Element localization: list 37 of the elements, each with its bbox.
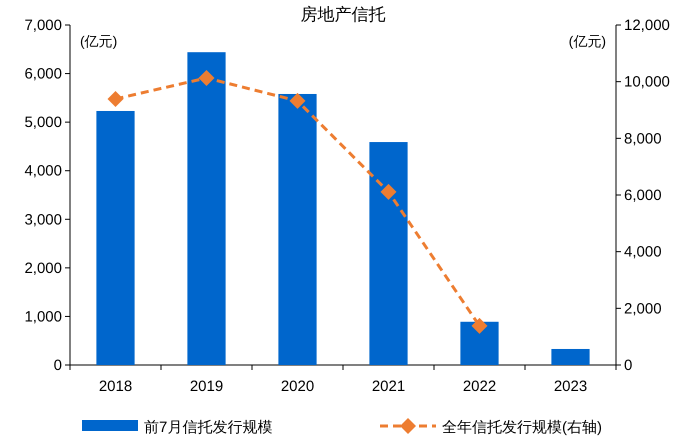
y-tick-label: 5,000 [24, 114, 62, 132]
x-tick-label: 2022 [462, 378, 496, 395]
y2-tick-label: 12,000 [624, 17, 670, 34]
y-tick-label: 0 [54, 357, 62, 374]
point [380, 184, 396, 200]
x-tick-label: 2023 [554, 378, 588, 395]
bar [278, 94, 317, 365]
y-tick-label: 3,000 [24, 211, 62, 228]
y2-tick-label: 2,000 [624, 300, 662, 318]
point [472, 318, 488, 334]
point [108, 90, 124, 107]
bar [551, 348, 590, 365]
y2-tick-label: 4,000 [624, 244, 662, 261]
y-tick-label: 4,000 [24, 162, 62, 180]
y2-tick-label: 0 [624, 357, 632, 374]
x-tick-label: 2019 [190, 378, 224, 395]
bar [187, 52, 226, 365]
chart-title: 房地产信托 [300, 5, 386, 24]
x-tick-label: 2021 [372, 378, 406, 395]
y-tick-label: 7,000 [24, 17, 62, 34]
x-tick-label: 2018 [98, 378, 132, 395]
x-tick-label: 2020 [280, 378, 314, 395]
y2-tick-label: 8,000 [624, 130, 662, 148]
bar [369, 142, 408, 365]
bar [460, 322, 499, 365]
bar [96, 110, 135, 365]
point [290, 92, 306, 109]
point [198, 70, 214, 86]
y2-tick-label: 6,000 [624, 187, 662, 204]
y-tick-label: 6,000 [24, 66, 62, 83]
y-tick-label: 1,000 [24, 308, 62, 326]
y-tick-label: 2,000 [24, 260, 62, 277]
y2-axis-title: (亿元) [568, 33, 606, 49]
y2-tick-label: 10,000 [624, 74, 670, 91]
legend-label: 前7月信托发行规模 [144, 419, 272, 436]
legend-label: 全年信托发行规模(右轴) [442, 419, 602, 436]
y-axis-title: (亿元) [80, 33, 118, 49]
